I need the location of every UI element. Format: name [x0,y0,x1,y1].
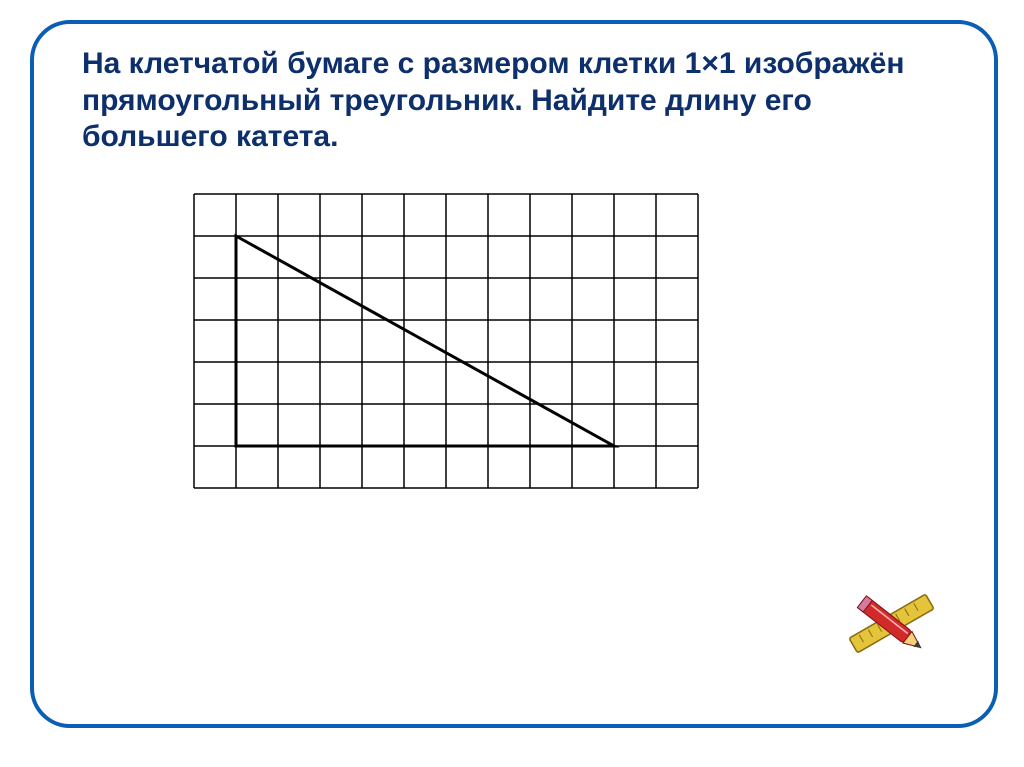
pencil-ruler-icon [839,571,944,676]
problem-text: На клетчатой бумаге с размером клетки 1×… [82,46,946,156]
slide-frame: На клетчатой бумаге с размером клетки 1×… [30,20,998,728]
grid-figure [192,192,946,495]
content-area: На клетчатой бумаге с размером клетки 1×… [34,24,994,517]
